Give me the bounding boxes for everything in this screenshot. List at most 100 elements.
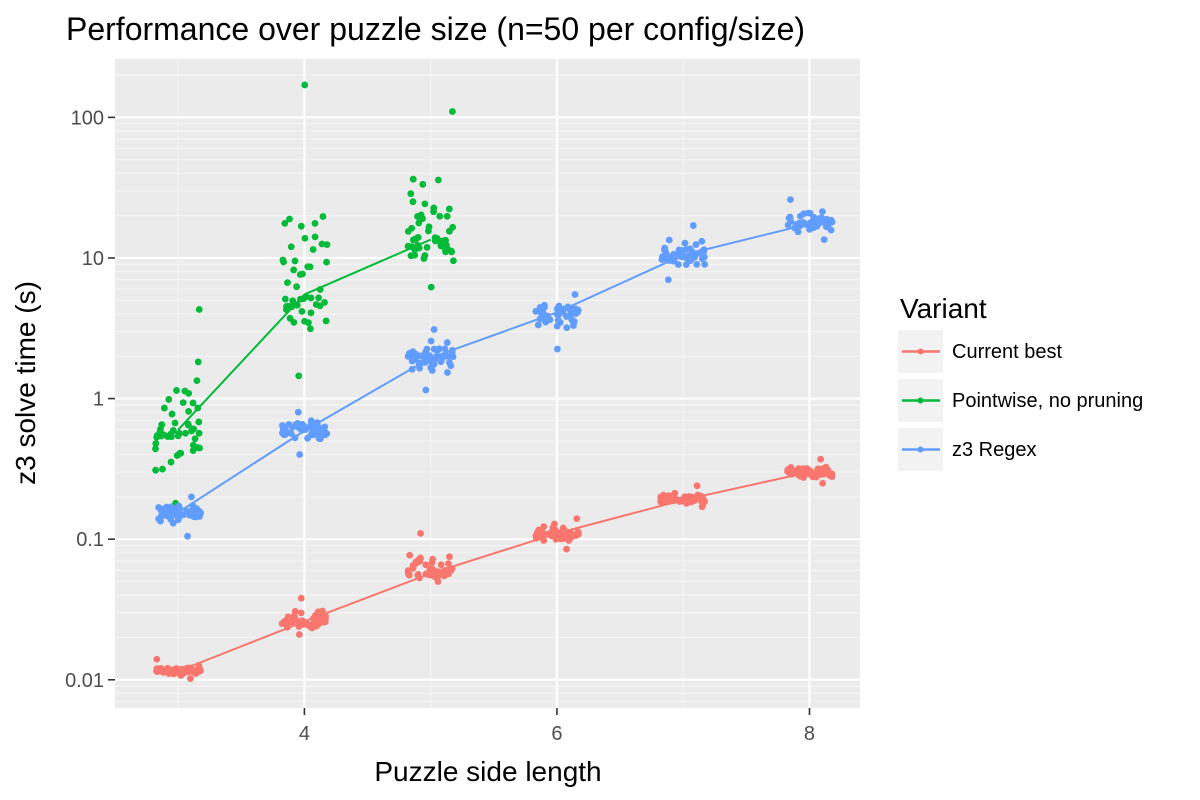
- major-gridlines: [115, 59, 860, 708]
- data-point-1: [442, 248, 449, 256]
- data-point-0: [539, 529, 547, 537]
- data-point-0: [819, 479, 827, 487]
- data-point-0: [540, 537, 548, 544]
- data-point-1: [297, 295, 304, 303]
- data-point-2: [689, 250, 697, 258]
- data-point-2: [315, 435, 323, 442]
- data-point-1: [284, 279, 291, 287]
- data-point-1: [311, 219, 319, 227]
- data-point-1: [286, 215, 293, 223]
- data-point-1: [152, 466, 160, 474]
- data-point-2: [427, 364, 435, 372]
- data-point-1: [193, 377, 201, 385]
- data-point-2: [421, 358, 429, 366]
- data-point-1: [312, 301, 320, 308]
- data-point-1: [306, 263, 314, 271]
- data-point-1: [449, 257, 457, 265]
- data-point-2: [545, 315, 553, 323]
- data-point-0: [295, 631, 303, 638]
- data-point-2: [449, 353, 457, 361]
- data-point-2: [304, 434, 311, 442]
- data-point-2: [441, 345, 449, 353]
- data-point-2: [294, 408, 302, 416]
- data-point-1: [156, 428, 164, 436]
- data-point-1: [194, 404, 202, 412]
- data-point-1: [195, 418, 203, 426]
- data-point-2: [445, 359, 453, 366]
- data-point-0: [828, 470, 836, 478]
- data-point-1: [194, 358, 202, 366]
- data-point-1: [409, 236, 417, 244]
- data-point-2: [422, 386, 430, 394]
- data-point-1: [408, 224, 416, 232]
- legend-label: z3 Regex: [952, 439, 1037, 461]
- data-point-2: [541, 301, 548, 309]
- data-point-1: [307, 309, 315, 317]
- data-point-2: [308, 430, 316, 437]
- data-point-0: [540, 523, 548, 530]
- data-point-2: [698, 237, 706, 245]
- data-point-1: [179, 399, 187, 407]
- data-point-1: [190, 425, 197, 433]
- data-point-1: [301, 81, 309, 89]
- data-point-1: [173, 387, 180, 394]
- legend-title: Variant: [900, 293, 987, 324]
- data-point-1: [287, 243, 295, 251]
- data-point-2: [701, 260, 709, 268]
- data-point-2: [571, 291, 579, 298]
- data-point-2: [661, 244, 669, 252]
- data-point-2: [813, 216, 821, 224]
- data-point-0: [444, 560, 452, 568]
- data-point-1: [407, 190, 415, 198]
- data-point-1: [321, 298, 328, 306]
- data-point-2: [700, 253, 708, 261]
- data-point-2: [665, 257, 673, 264]
- chart-title: Performance over puzzle size (n=50 per c…: [66, 11, 805, 47]
- data-point-2: [687, 257, 694, 265]
- data-point-2: [287, 430, 295, 437]
- data-point-1: [299, 270, 306, 278]
- data-point-1: [322, 317, 330, 325]
- data-point-1: [289, 297, 297, 305]
- y-tick-label: 10: [82, 248, 104, 270]
- data-point-2: [427, 337, 435, 345]
- data-point-0: [416, 574, 423, 582]
- data-point-2: [532, 307, 540, 315]
- data-point-2: [448, 346, 456, 354]
- data-point-0: [165, 667, 172, 675]
- data-point-1: [414, 213, 421, 220]
- data-point-2: [430, 326, 438, 333]
- x-tick-label: 6: [551, 723, 562, 745]
- legend-key-point: [917, 348, 924, 355]
- data-point-1: [415, 244, 423, 252]
- data-point-0: [181, 667, 189, 675]
- data-point-0: [186, 675, 194, 682]
- legend-key-point: [917, 446, 924, 453]
- data-point-2: [675, 246, 683, 254]
- data-point-2: [574, 306, 582, 314]
- data-point-2: [681, 239, 689, 247]
- data-point-1: [316, 286, 324, 293]
- data-point-0: [279, 619, 287, 627]
- data-point-0: [417, 529, 424, 537]
- data-point-2: [669, 252, 677, 260]
- data-point-1: [288, 303, 296, 311]
- data-point-0: [572, 532, 580, 540]
- data-point-1: [318, 240, 326, 248]
- data-point-1: [449, 108, 456, 115]
- data-point-1: [281, 295, 289, 303]
- data-point-0: [693, 482, 701, 490]
- data-point-2: [553, 322, 561, 330]
- data-point-2: [677, 251, 685, 259]
- data-point-2: [155, 515, 163, 523]
- data-point-2: [285, 421, 293, 428]
- data-point-1: [169, 426, 177, 434]
- data-point-0: [694, 491, 702, 499]
- data-point-1: [286, 314, 294, 322]
- data-point-0: [799, 465, 807, 473]
- data-point-0: [291, 607, 299, 615]
- data-point-2: [534, 321, 542, 329]
- data-point-2: [800, 219, 807, 226]
- legend-label: Current best: [952, 341, 1062, 363]
